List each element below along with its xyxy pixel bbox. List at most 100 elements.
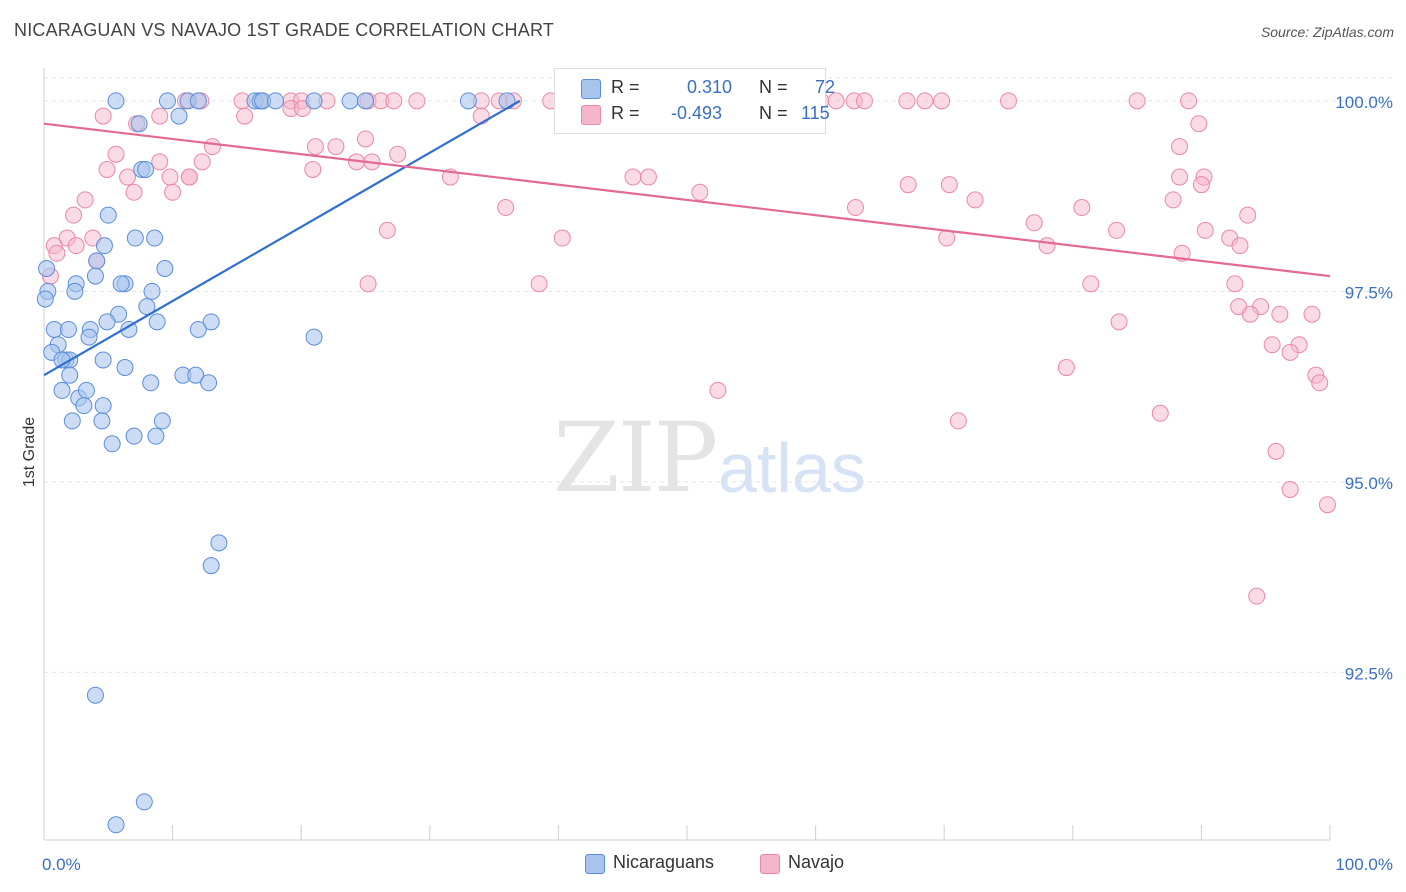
navajo-point [949, 412, 967, 430]
nicaraguans-point [126, 229, 144, 247]
navajo-point [357, 130, 374, 148]
legend-swatch-nicaraguans [581, 79, 601, 99]
navajo-point [1025, 214, 1043, 232]
navajo-point [1226, 275, 1244, 293]
nicaraguans-point [170, 107, 188, 125]
y-tick-label: 92.5% [1345, 664, 1393, 683]
data-points [36, 92, 1336, 834]
nicaraguans-point [94, 397, 112, 415]
navajo-point [916, 92, 934, 110]
nicaraguans-point [75, 397, 93, 415]
nicaraguans-point [38, 260, 56, 277]
nicaraguans-point [158, 92, 176, 110]
nicaraguans-point [153, 412, 171, 430]
grid-lines [44, 77, 1392, 673]
navajo-point [899, 176, 917, 194]
navajo-point [1128, 92, 1146, 110]
navajo-point [1271, 305, 1289, 323]
nicaraguans-point [202, 557, 220, 575]
navajo-point [1192, 176, 1210, 194]
navajo-point [408, 92, 426, 110]
nicaraguans-point [94, 351, 112, 369]
nicaraguans-trend-line [43, 99, 521, 377]
navajo-point [67, 237, 85, 255]
legend-r-value: 0.310 [687, 77, 733, 97]
nicaraguans-point [202, 313, 220, 331]
navajo-point [1231, 237, 1249, 255]
navajo-point [1263, 336, 1281, 354]
navajo-point [1038, 237, 1056, 255]
navajo-point [378, 221, 396, 239]
nicaraguans-point [107, 92, 125, 110]
navajo-point [359, 275, 377, 293]
navajo-point [119, 168, 137, 186]
y-tick-label: 95.0% [1345, 474, 1393, 493]
nicaraguans-point [341, 92, 359, 110]
nicaraguans-point [148, 313, 166, 331]
navajo-point [1082, 275, 1100, 293]
nicaraguans-point [130, 115, 148, 133]
y-tick-label: 100.0% [1335, 93, 1393, 112]
nicaraguans-point [86, 267, 104, 285]
x-tick-label: 0.0% [42, 855, 81, 874]
legend-label-nicaraguans: Nicaraguans [613, 852, 715, 872]
navajo-point [1241, 305, 1259, 323]
watermark-zip: ZIP [553, 402, 718, 514]
navajo-point [1239, 206, 1257, 224]
navajo-point [76, 191, 94, 209]
nicaraguans-point [187, 366, 205, 384]
navajo-point [236, 107, 254, 125]
nicaraguans-point [93, 412, 111, 430]
nicaraguans-point [36, 290, 54, 308]
navajo-point [1057, 359, 1075, 377]
nicaraguans-point [63, 412, 81, 430]
navajo-point [1151, 404, 1169, 422]
legend-swatch-nicaraguans [585, 854, 605, 874]
navajo-point [193, 153, 211, 171]
navajo-point [65, 206, 83, 224]
navajo-point [709, 381, 727, 399]
legend-label-navajo: Navajo [788, 852, 845, 872]
navajo-trend-line [43, 122, 1331, 278]
navajo-point [48, 244, 66, 262]
correlation-legend: R = 0.310 N = 72 R = -0.493 N = 115 [554, 68, 835, 134]
navajo-point [940, 176, 958, 194]
nicaraguans-point [80, 328, 98, 346]
legend-n-value: 115 [801, 103, 830, 123]
nicaraguans-point [305, 92, 323, 110]
navajo-point [1281, 480, 1299, 498]
navajo-point [691, 183, 709, 201]
legend-swatch-navajo [581, 105, 601, 125]
nicaraguans-point [120, 320, 138, 338]
nicaraguans-point [189, 320, 207, 338]
navajo-point [933, 92, 951, 110]
navajo-point [846, 199, 864, 217]
nicaraguans-point [357, 92, 374, 110]
nicaraguans-point [142, 374, 160, 392]
navajo-point [161, 168, 179, 186]
legend-n-value: 72 [815, 77, 836, 97]
navajo-point [180, 168, 198, 186]
nicaraguans-point [135, 793, 153, 811]
nicaraguans-point [95, 237, 113, 255]
nicaraguans-point [189, 92, 207, 110]
navajo-point [1110, 313, 1128, 331]
navajo-point [530, 275, 548, 293]
navajo-point [1073, 199, 1091, 217]
nicaraguans-point [107, 816, 125, 834]
navajo-point [966, 191, 984, 209]
navajo-point [327, 138, 345, 156]
nicaraguans-point [125, 427, 143, 445]
legend-n-label: N = [759, 103, 788, 123]
navajo-point [1267, 442, 1285, 460]
watermark-atlas: atlas [718, 429, 866, 507]
navajo-point [306, 138, 324, 156]
nicaraguans-point [112, 275, 130, 293]
nicaraguans-point [88, 252, 106, 270]
navajo-point [472, 107, 490, 125]
navajo-point [94, 107, 112, 125]
nicaraguans-point [98, 313, 116, 331]
legend-r-value: -0.493 [671, 103, 723, 123]
nicaraguans-point [66, 282, 84, 300]
navajo-point [1281, 343, 1299, 361]
